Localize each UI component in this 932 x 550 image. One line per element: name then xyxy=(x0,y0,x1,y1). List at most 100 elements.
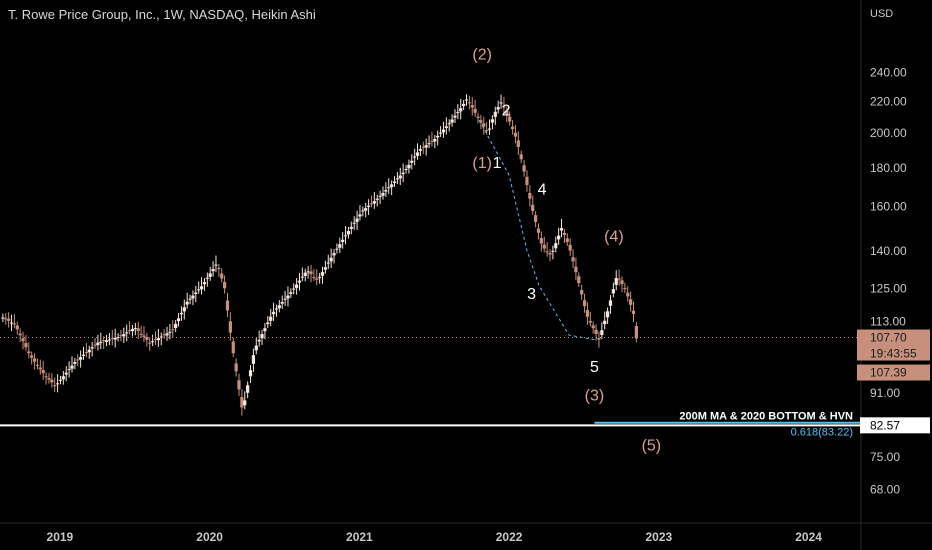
candle-body xyxy=(21,338,25,342)
candle-body xyxy=(182,307,186,312)
candle-body xyxy=(421,146,425,148)
candle-body xyxy=(516,140,520,148)
candle-body xyxy=(418,149,423,151)
candle-body xyxy=(73,362,77,364)
candle-body xyxy=(30,355,34,358)
candle-body xyxy=(531,204,535,212)
candle-body xyxy=(225,300,230,311)
candle-body xyxy=(12,323,16,325)
candle-body xyxy=(493,111,497,117)
candle-body xyxy=(223,282,227,289)
candle-body xyxy=(375,198,379,200)
candle-body xyxy=(266,322,270,325)
y-tick-label: 68.00 xyxy=(870,482,900,496)
candle-body xyxy=(277,305,281,309)
candle-body xyxy=(90,347,94,349)
prev-close-badge xyxy=(857,364,930,381)
y-tick-label: 75.00 xyxy=(870,450,900,464)
candle-body xyxy=(185,301,189,305)
candle-body xyxy=(139,333,143,335)
candle-body xyxy=(436,135,440,138)
candle-body xyxy=(499,102,503,104)
candle-body xyxy=(214,264,218,266)
candle-body xyxy=(234,363,238,372)
candle-body xyxy=(61,376,65,380)
candle-body xyxy=(574,266,578,273)
candle-body xyxy=(127,330,132,332)
candle-body xyxy=(600,330,604,335)
candle-body xyxy=(447,123,451,125)
fib-label: 0.618(83.22) xyxy=(791,427,853,439)
candle-body xyxy=(617,278,621,280)
candle-body xyxy=(271,311,276,315)
time-axis[interactable]: 2019 2020 2021 2022 2023 2024 xyxy=(47,530,823,544)
price-axis[interactable]: 240.00 220.00 200.00 180.00 160.00 140.00 125.… xyxy=(857,66,930,497)
candle-body xyxy=(496,107,500,110)
candle-body xyxy=(156,338,160,341)
candle-body xyxy=(116,337,120,339)
candle-body xyxy=(424,145,428,148)
candle-body xyxy=(482,123,486,127)
candle-body xyxy=(479,120,483,123)
candle-body xyxy=(381,192,385,196)
candle-body xyxy=(148,342,152,344)
candle-body xyxy=(133,328,137,330)
candle-body xyxy=(179,312,184,315)
wave-label: 4 xyxy=(538,182,547,199)
candle-body xyxy=(15,325,19,330)
candle-body xyxy=(349,226,353,229)
prev-close-text: 107.39 xyxy=(870,366,907,380)
candle-body xyxy=(603,320,607,325)
y-tick-label: 91.00 xyxy=(870,386,900,400)
x-tick-label: 2024 xyxy=(795,530,822,544)
candle-body xyxy=(300,276,304,278)
candle-body xyxy=(165,333,169,336)
candle-body xyxy=(390,184,394,188)
candle-body xyxy=(24,342,28,348)
candle-body xyxy=(96,342,100,346)
candle-body xyxy=(9,322,14,324)
candle-body xyxy=(401,172,405,175)
candle-body xyxy=(594,329,598,334)
y-tick-label: 140.00 xyxy=(870,244,907,258)
candle-body xyxy=(76,359,80,361)
candle-body xyxy=(369,203,374,205)
candle-body xyxy=(565,238,569,242)
candle-body xyxy=(107,339,112,341)
candle-body xyxy=(361,210,365,212)
candle-body xyxy=(286,295,290,299)
candle-body xyxy=(620,280,624,285)
overlays: 200M MA & 2020 BOTTOM & HVN 0.618(83.22) (… xyxy=(0,46,861,455)
candle-body xyxy=(582,300,587,307)
candle-body xyxy=(352,222,356,224)
candle-body xyxy=(309,271,313,275)
candle-body xyxy=(122,334,126,337)
candle-body xyxy=(70,365,74,369)
candle-body xyxy=(614,278,618,285)
candle-body xyxy=(410,160,414,163)
candle-body xyxy=(473,108,477,113)
candle-body xyxy=(343,235,348,237)
candle-body xyxy=(366,205,371,207)
candle-body xyxy=(476,116,480,118)
candle-body xyxy=(269,316,273,321)
candle-body xyxy=(246,385,250,393)
candle-body xyxy=(55,383,60,385)
candle-body xyxy=(47,378,51,380)
candle-body xyxy=(248,370,253,377)
candle-body xyxy=(231,341,235,354)
candle-body xyxy=(211,269,215,272)
candle-body xyxy=(490,119,495,123)
candle-body xyxy=(629,299,633,305)
candle-body xyxy=(433,139,437,142)
candle-body xyxy=(580,290,584,295)
wave-label: (5) xyxy=(642,438,662,455)
wave-label: 1 xyxy=(493,155,502,172)
candle-body xyxy=(67,369,71,371)
x-tick-label: 2023 xyxy=(646,530,673,544)
candle-body xyxy=(151,341,155,343)
candle-body xyxy=(208,273,212,277)
candle-body xyxy=(364,208,368,211)
candle-body xyxy=(407,164,411,169)
